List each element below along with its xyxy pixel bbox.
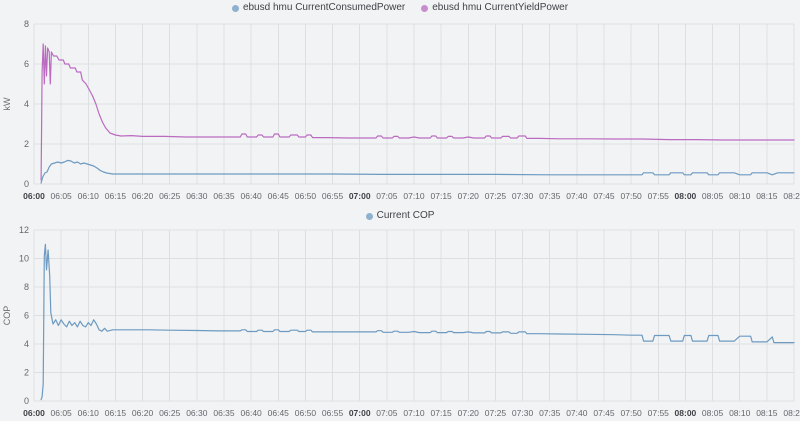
x-tick-label: 06:45 [268, 191, 290, 201]
x-tick-label: 06:20 [132, 408, 154, 418]
x-tick-label: 06:55 [322, 408, 344, 418]
x-tick-label: 06:05 [51, 191, 73, 201]
x-tick-label: 06:15 [105, 191, 127, 201]
x-tick-label: 07:15 [431, 191, 453, 201]
x-tick-label: 06:10 [78, 191, 100, 201]
x-tick-label: 06:30 [186, 191, 208, 201]
x-tick-label: 06:30 [186, 408, 208, 418]
x-tick-label: 06:10 [78, 408, 100, 418]
x-tick-label: 06:15 [105, 408, 127, 418]
legend-item-ebusd-hmu-currentyieldpower[interactable]: ebusd hmu CurrentYieldPower [421, 0, 568, 16]
x-tick-label: 07:05 [376, 408, 398, 418]
x-tick-label: 06:45 [268, 408, 290, 418]
x-tick-label: 07:15 [431, 408, 453, 418]
y-tick-label: 4 [24, 339, 29, 349]
x-tick-label: 06:40 [241, 191, 263, 201]
legend-dot-icon [421, 4, 429, 12]
x-tick-label: 07:05 [376, 191, 398, 201]
x-tick-label: 07:35 [539, 408, 561, 418]
x-tick-label: 08:05 [702, 191, 724, 201]
x-tick-label: 07:00 [349, 191, 371, 201]
x-tick-label: 06:55 [322, 191, 344, 201]
legend-item-current-cop[interactable]: Current COP [365, 208, 435, 224]
y-tick-label: 12 [19, 225, 29, 235]
y-tick-label: 0 [24, 396, 29, 406]
y-tick-label: 2 [24, 368, 29, 378]
x-tick-label: 07:10 [403, 408, 425, 418]
x-tick-label: 07:20 [458, 191, 480, 201]
x-tick-label: 07:40 [566, 408, 588, 418]
x-tick-label: 06:25 [159, 408, 181, 418]
series-ebusd-hmu-currentconsumedpower [40, 159, 795, 184]
x-tick-label: 06:25 [159, 191, 181, 201]
x-tick-label: 06:50 [295, 191, 317, 201]
cop-legend: Current COP [0, 208, 800, 224]
x-tick-label: 06:50 [295, 408, 317, 418]
y-tick-label: 6 [24, 311, 29, 321]
legend-dot-icon [365, 212, 373, 220]
x-tick-label: 06:35 [213, 191, 235, 201]
x-tick-label: 07:10 [403, 191, 425, 201]
x-tick-label: 08:20 [783, 191, 800, 201]
x-tick-label: 07:35 [539, 191, 561, 201]
y-tick-label: 6 [24, 59, 29, 69]
x-tick-label: 08:15 [756, 408, 778, 418]
y-tick-label: 2 [24, 139, 29, 149]
y-tick-label: 8 [24, 282, 29, 292]
x-tick-label: 08:15 [756, 191, 778, 201]
grid [33, 23, 795, 185]
x-tick-label: 07:55 [648, 191, 670, 201]
grid [33, 229, 795, 402]
x-tick-label: 07:45 [593, 191, 615, 201]
x-tick-label: 08:20 [783, 408, 800, 418]
axis-labels: 0 2 4 6 8 10 12 06:00 06:05 06:10 06:15 06:20 06:25 0… [2, 225, 800, 418]
axis-labels: 0 2 4 6 8 06:00 06:05 06:10 06:15 06:20 06:25 06:30… [2, 19, 800, 201]
x-tick-label: 07:20 [458, 408, 480, 418]
x-tick-label: 06:35 [213, 408, 235, 418]
x-tick-label: 08:00 [675, 408, 697, 418]
legend-item-ebusd-hmu-currentconsumedpower[interactable]: ebusd hmu CurrentConsumedPower [231, 0, 406, 16]
x-tick-label: 06:05 [51, 408, 73, 418]
cop-panel: Current COP 0 2 4 6 8 10 12 06:00 06:05 06:10 06:1… [0, 208, 800, 421]
x-tick-label: 07:25 [485, 408, 507, 418]
power-chart[interactable]: 0 2 4 6 8 06:00 06:05 06:10 06:15 06:20 06:25 06:30… [0, 16, 800, 208]
legend-dot-icon [231, 4, 239, 12]
x-tick-label: 07:25 [485, 191, 507, 201]
x-tick-label: 08:10 [729, 191, 751, 201]
series-current-cop [40, 243, 795, 401]
power-legend: ebusd hmu CurrentConsumedPower ebusd hmu … [0, 0, 800, 16]
x-tick-label: 08:05 [702, 408, 724, 418]
y-axis-title: kW [2, 97, 12, 111]
y-tick-label: 0 [24, 179, 29, 189]
legend-label: Current COP [376, 210, 435, 221]
y-tick-label: 8 [24, 19, 29, 29]
x-tick-label: 07:40 [566, 191, 588, 201]
x-tick-label: 07:00 [349, 408, 371, 418]
x-tick-label: 07:30 [512, 408, 534, 418]
legend-label: ebusd hmu CurrentYieldPower [432, 2, 569, 13]
power-panel: ebusd hmu CurrentConsumedPower ebusd hmu … [0, 0, 800, 208]
x-tick-label: 07:50 [621, 408, 643, 418]
x-tick-label: 08:10 [729, 408, 751, 418]
x-tick-label: 06:40 [241, 408, 263, 418]
y-axis-title: COP [2, 306, 12, 326]
x-tick-label: 07:30 [512, 191, 534, 201]
x-tick-label: 08:00 [675, 191, 697, 201]
y-tick-label: 10 [19, 254, 29, 264]
series-ebusd-hmu-currentyieldpower [40, 43, 795, 181]
x-tick-label: 06:00 [23, 408, 45, 418]
x-tick-label: 07:45 [593, 408, 615, 418]
x-tick-label: 07:55 [648, 408, 670, 418]
cop-chart[interactable]: 0 2 4 6 8 10 12 06:00 06:05 06:10 06:15 06:20 06:25 0… [0, 224, 800, 421]
y-tick-label: 4 [24, 99, 29, 109]
x-tick-label: 06:20 [132, 191, 154, 201]
x-tick-label: 06:00 [23, 191, 45, 201]
x-tick-label: 07:50 [621, 191, 643, 201]
legend-label: ebusd hmu CurrentConsumedPower [242, 2, 406, 13]
